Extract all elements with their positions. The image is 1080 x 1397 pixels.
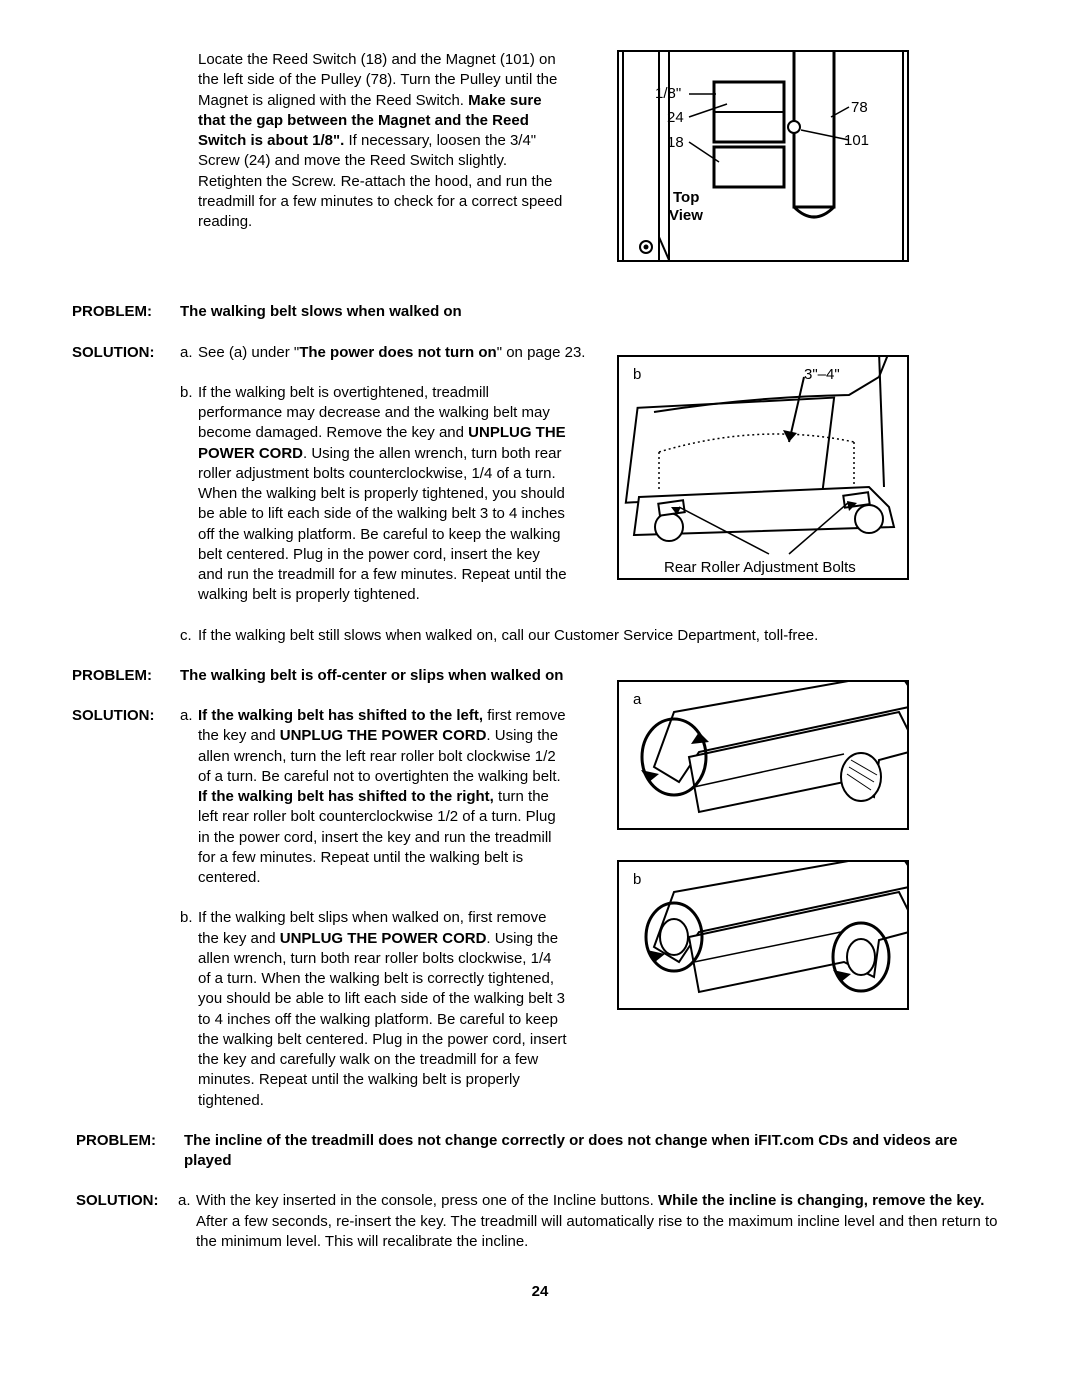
- fig-offcenter-b: b: [617, 860, 909, 1010]
- fig1-top: Top: [673, 189, 699, 206]
- fig-top-view: 1/8" 24 18 78 101 Top View: [617, 50, 909, 262]
- p2-solution-label: SOLUTION:: [72, 343, 180, 363]
- fig2-caption: Rear Roller Adjustment Bolts: [664, 559, 856, 576]
- fig2-b: b: [633, 366, 641, 383]
- p2-b-text: If the walking belt is overtightened, tr…: [198, 383, 568, 606]
- p3-a-letter: a.: [180, 706, 198, 726]
- fig1-101: 101: [844, 132, 869, 149]
- p2-c-text: If the walking belt still slows when wal…: [198, 626, 1008, 646]
- p2-c-letter: c.: [180, 626, 198, 646]
- fig1-24: 24: [667, 109, 684, 126]
- page-number: 24: [72, 1282, 1008, 1302]
- p3-problem-label: PROBLEM:: [72, 666, 180, 686]
- fig4-b: b: [633, 871, 641, 888]
- fig3-a: a: [633, 691, 642, 708]
- intro-para: Locate the Reed Switch (18) and the Magn…: [198, 50, 568, 232]
- fig-offcenter-a: a: [617, 680, 909, 830]
- fig1-78: 78: [851, 99, 868, 116]
- p4-solution-label: SOLUTION:: [76, 1191, 178, 1211]
- p4-problem-label: PROBLEM:: [76, 1131, 184, 1151]
- p3-b-letter: b.: [180, 908, 198, 928]
- p4-a-letter: a.: [178, 1191, 196, 1211]
- p2-a-letter: a.: [180, 343, 198, 363]
- p4-a-text: With the key inserted in the console, pr…: [196, 1191, 1008, 1252]
- fig1-view: View: [669, 207, 703, 224]
- fig-rear-roller: b 3"–4" Rear Roller Adjustment Bolts: [617, 355, 909, 580]
- fig1-gap: 1/8": [655, 85, 681, 102]
- p3-solution-label: SOLUTION:: [72, 706, 180, 726]
- fig2-range: 3"–4": [804, 366, 840, 383]
- p3-b-text: If the walking belt slips when walked on…: [198, 908, 568, 1111]
- p2-problem-text: The walking belt slows when walked on: [180, 302, 1008, 322]
- p3-a-text: If the walking belt has shifted to the l…: [198, 706, 568, 888]
- p4-problem-text: The incline of the treadmill does not ch…: [184, 1131, 1008, 1172]
- fig1-18: 18: [667, 134, 684, 151]
- p2-b-letter: b.: [180, 383, 198, 403]
- p2-problem-label: PROBLEM:: [72, 302, 180, 322]
